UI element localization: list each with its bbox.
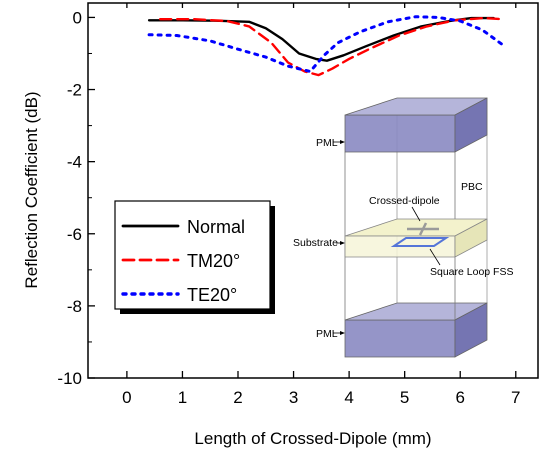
x-tick-label: 2 xyxy=(233,388,242,407)
inset-label-crossed-dipole: Crossed-dipole xyxy=(369,195,440,207)
x-tick-label: 3 xyxy=(289,388,298,407)
inset-arrow xyxy=(411,206,421,222)
x-tick-label: 6 xyxy=(455,388,464,407)
legend-label-0: Normal xyxy=(187,217,245,237)
x-tick-label: 1 xyxy=(178,388,187,407)
y-tick-label: 0 xyxy=(73,8,82,27)
series-line-0 xyxy=(147,16,495,62)
inset-arrowhead xyxy=(340,331,345,335)
inset-unit-cell-diagram: PML PBC Crossed-dipole Substrate Square … xyxy=(293,97,513,358)
inset-arrowhead xyxy=(340,140,345,144)
inset-pml-top-front xyxy=(344,114,456,153)
legend-box xyxy=(114,200,271,310)
inset-label-substrate: Substrate xyxy=(293,237,338,249)
inset-arrow xyxy=(429,248,441,266)
legend-label-2: TE20° xyxy=(187,285,237,305)
inset-label-square-loop: Square Loop FSS xyxy=(430,266,513,278)
inset-square-loop xyxy=(390,237,450,247)
y-tick-label: -10 xyxy=(57,369,82,388)
legend-label-1: TM20° xyxy=(187,251,240,271)
inset-arrowhead xyxy=(340,241,345,245)
series-line-2 xyxy=(147,15,507,73)
x-tick-label: 7 xyxy=(511,388,520,407)
x-tick-label: 4 xyxy=(344,388,353,407)
y-axis-title: Reflection Coefficient (dB) xyxy=(22,91,41,288)
plot-area-frame xyxy=(87,2,539,379)
legend: Normal TM20° TE20° xyxy=(114,200,275,314)
y-tick-label: -2 xyxy=(67,81,82,100)
inset-label-pml-bottom: PML xyxy=(316,328,338,340)
x-tick-label: 5 xyxy=(400,388,409,407)
y-axis-ticks: 0 -2 -4 -6 -8 -10 xyxy=(57,8,95,388)
series-line-1 xyxy=(158,16,506,77)
x-axis-ticks: 0 1 2 3 4 5 6 7 xyxy=(122,3,521,407)
series-layer xyxy=(147,15,507,77)
y-tick-label: -6 xyxy=(67,225,82,244)
inset-label-pbc: PBC xyxy=(461,181,483,193)
inset-pml-bottom-front xyxy=(344,319,456,358)
x-tick-label: 0 xyxy=(122,388,131,407)
inset-crossed-dipole xyxy=(418,222,428,236)
inset-pml-top-side xyxy=(454,97,488,153)
y-tick-label: -8 xyxy=(67,297,82,316)
x-axis-title: Length of Crossed-Dipole (mm) xyxy=(194,429,431,448)
inset-pml-bottom-side xyxy=(454,302,488,358)
y-tick-label: -4 xyxy=(67,153,82,172)
inset-substrate-side xyxy=(454,218,488,258)
inset-label-pml-top: PML xyxy=(316,137,338,149)
